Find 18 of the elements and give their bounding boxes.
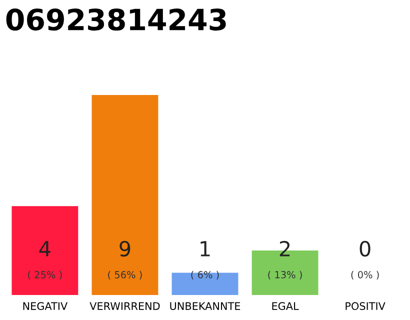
bar [92,95,158,295]
bar [172,272,238,295]
x-tick-label: UNBEKANNTE [170,302,240,310]
bar [12,206,78,295]
data-label: 4 [39,241,50,256]
data-label: 9 [120,240,130,257]
chart-title: 06923814243 [6,8,226,31]
annotation: ( 56% ) [108,270,142,280]
x-tick-label: POSITIV [346,302,386,310]
annotation: ( 6% ) [191,270,219,280]
annotation: ( 25% ) [28,270,62,280]
x-tick-label: NEGATIV [23,302,68,310]
annotation: ( 0% ) [351,270,379,280]
annotation: ( 13% ) [268,270,302,280]
x-tick-label: VERWIRREND [90,302,160,310]
data-label: 0 [360,240,370,257]
data-label: 1 [200,241,210,256]
x-tick-label: EGAL [272,302,299,310]
